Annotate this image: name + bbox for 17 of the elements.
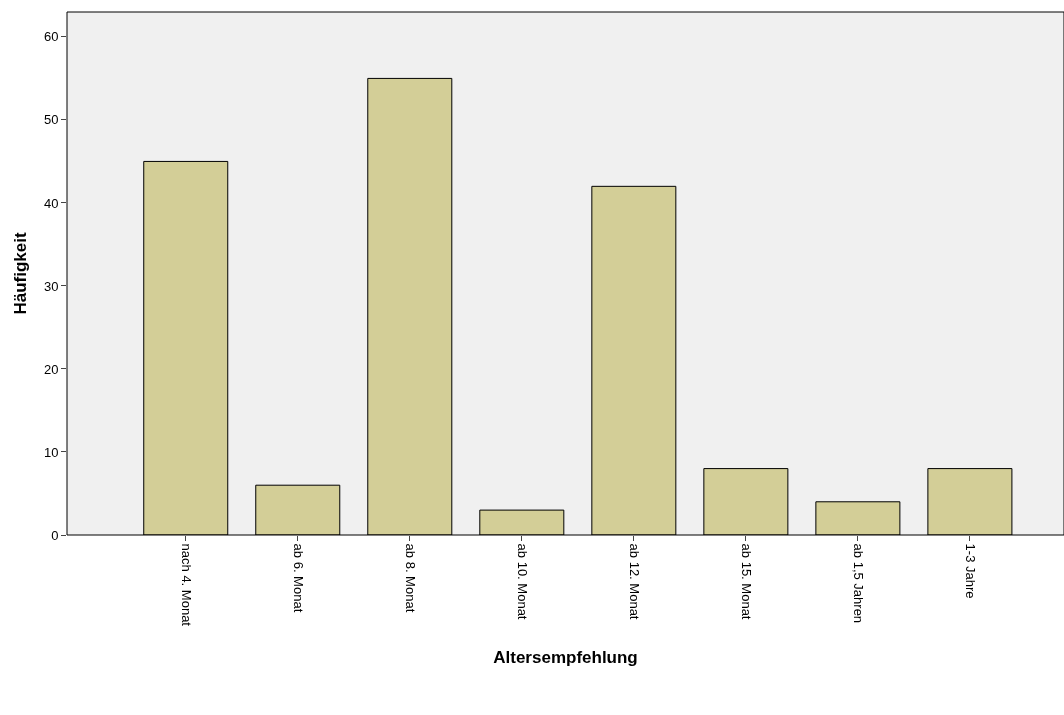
y-tick-label: 20	[43, 361, 59, 377]
x-tick-label: nach 4. Monat	[178, 543, 194, 627]
y-tick-label: 30	[43, 278, 59, 294]
x-tick-label: ab 10. Monat	[514, 543, 530, 620]
x-tick-label: ab 6. Monat	[290, 543, 306, 613]
x-tick-label: ab 1,5 Jahren	[850, 543, 866, 624]
y-tick-label: 0	[51, 527, 59, 543]
x-tick-label: ab 12. Monat	[626, 543, 642, 620]
y-tick-label: 10	[43, 444, 59, 460]
x-tick-label: ab 15. Monat	[738, 543, 754, 620]
y-tick-label: 40	[43, 195, 59, 211]
x-tick-label: 1-3 Jahre	[962, 543, 978, 599]
x-axis-title: Altersempfehlung	[493, 647, 638, 667]
y-axis-title: Häufigkeit	[11, 232, 31, 315]
y-tick-label: 50	[43, 112, 59, 128]
x-tick-label: ab 8. Monat	[402, 543, 418, 613]
y-tick-label: 60	[43, 29, 59, 45]
